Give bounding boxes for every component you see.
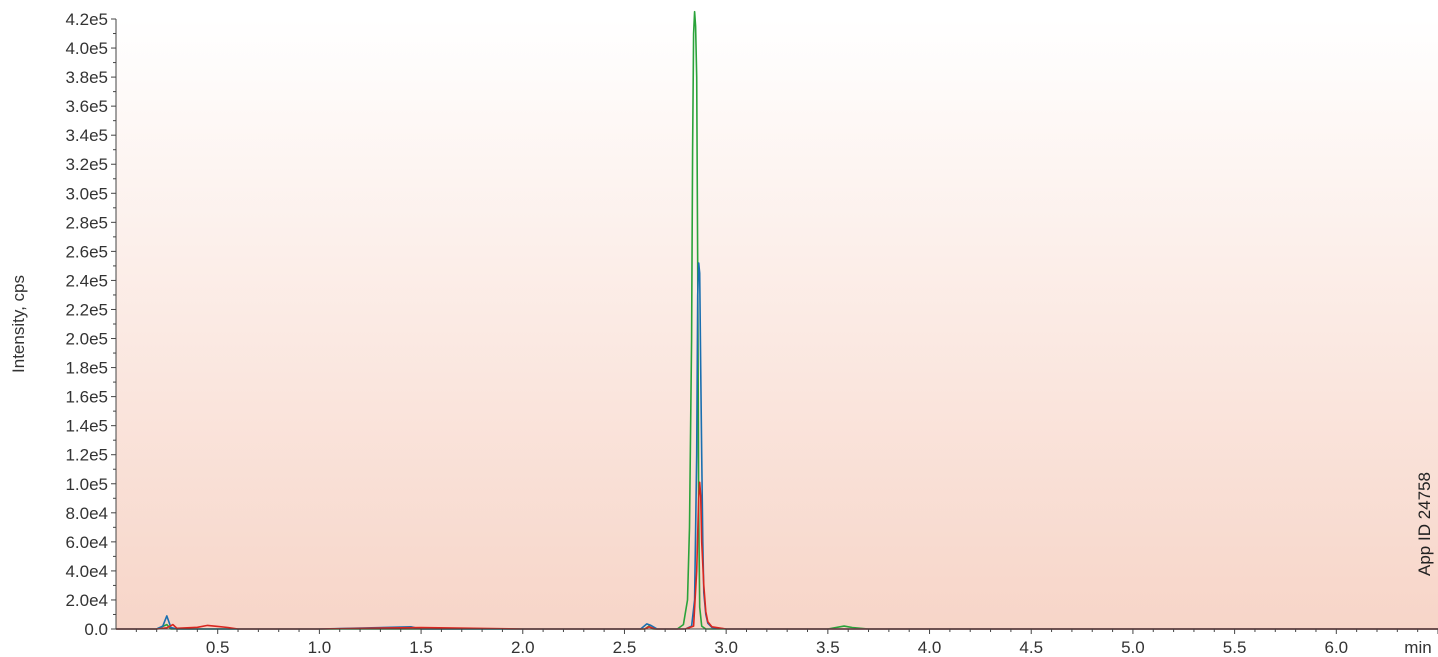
- x-tick-label: 6.0: [1324, 638, 1348, 657]
- y-tick-label: 4.0e4: [65, 562, 108, 581]
- y-tick-label: 0.0: [84, 620, 108, 639]
- x-tick-label: 3.5: [816, 638, 840, 657]
- y-tick-label: 4.2e5: [65, 10, 108, 29]
- y-tick-label: 4.0e5: [65, 39, 108, 58]
- x-tick-label: 5.5: [1223, 638, 1247, 657]
- x-tick-label: 3.0: [714, 638, 738, 657]
- y-tick-label: 1.0e5: [65, 475, 108, 494]
- y-tick-label: 1.2e5: [65, 446, 108, 465]
- y-ticks: 0.0 2.0e4 4.0e4 6.0e4 8.0e4 1.0e5 1.2e5 1.4e5 1.…: [65, 10, 116, 639]
- y-tick-label: 8.0e4: [65, 504, 108, 523]
- y-tick-label: 6.0e4: [65, 533, 108, 552]
- x-tick-label: 0.5: [206, 638, 230, 657]
- plot-background: [116, 19, 1438, 629]
- app-id-label: App ID 24758: [1415, 472, 1434, 576]
- y-tick-label: 2.2e5: [65, 300, 108, 319]
- y-tick-label: 1.4e5: [65, 417, 108, 436]
- x-ticks: 0.5 1.0 1.5 2.0 2.5 3.0 3.5 4.0 4.5 5.0 5.5 6.0: [135, 629, 1438, 657]
- y-tick-label: 1.6e5: [65, 388, 108, 407]
- x-tick-label: 1.5: [409, 638, 433, 657]
- y-axis-title: Intensity, cps: [9, 275, 28, 373]
- y-tick-label: 3.0e5: [65, 184, 108, 203]
- x-tick-label: 5.0: [1121, 638, 1145, 657]
- y-tick-label: 3.6e5: [65, 97, 108, 116]
- x-unit-label: min: [1404, 638, 1431, 657]
- x-tick-label: 2.0: [511, 638, 535, 657]
- x-tick-label: 2.5: [613, 638, 637, 657]
- y-tick-label: 2.8e5: [65, 213, 108, 232]
- y-tick-label: 1.8e5: [65, 359, 108, 378]
- x-tick-label: 1.0: [308, 638, 332, 657]
- y-tick-label: 2.0e5: [65, 330, 108, 349]
- y-tick-label: 3.4e5: [65, 126, 108, 145]
- y-tick-label: 2.4e5: [65, 271, 108, 290]
- x-tick-label: 4.5: [1019, 638, 1043, 657]
- y-tick-label: 3.2e5: [65, 155, 108, 174]
- x-tick-label: 4.0: [918, 638, 942, 657]
- y-tick-label: 3.8e5: [65, 68, 108, 87]
- y-tick-label: 2.6e5: [65, 242, 108, 261]
- y-tick-label: 2.0e4: [65, 591, 108, 610]
